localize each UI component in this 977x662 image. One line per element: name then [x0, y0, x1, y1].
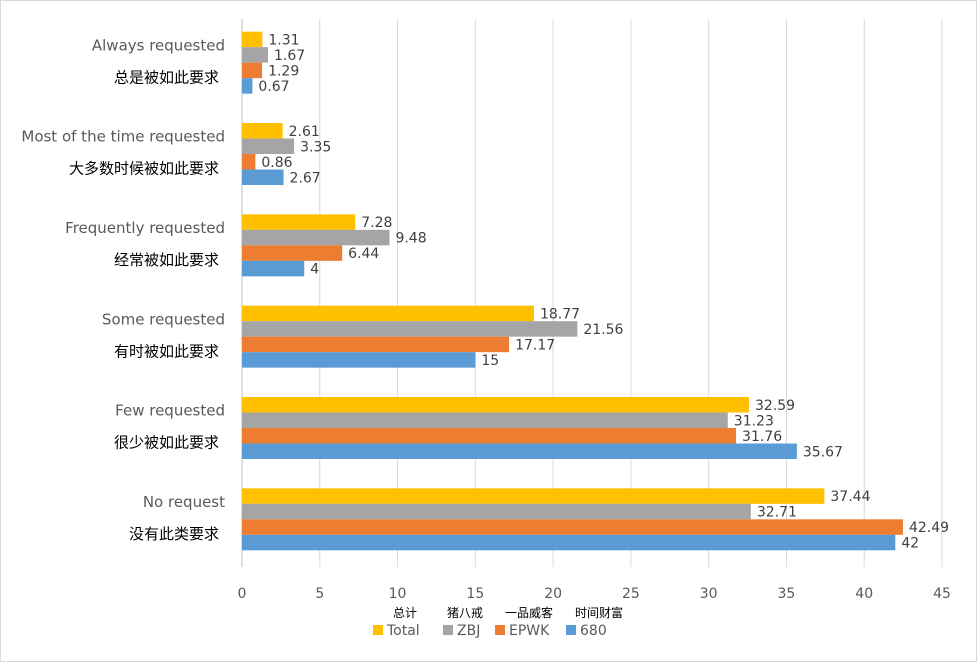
category-label-zh: 大多数时候被如此要求 [69, 160, 219, 178]
data-label: 3.35 [300, 139, 331, 155]
data-label: 31.23 [734, 413, 774, 429]
category-label-en: Most of the time requested [21, 128, 225, 146]
bar-680-4 [242, 169, 284, 185]
legend-swatch-total [373, 625, 383, 635]
bar-680-3 [242, 260, 305, 277]
legend-label-zh: 猪八戒 [447, 606, 483, 620]
bar-zbj-3 [242, 229, 390, 246]
legend-label-en: EPWK [509, 623, 550, 639]
bar-total-1 [242, 397, 749, 413]
category-label-en: No request [143, 493, 225, 511]
data-label: 32.71 [757, 505, 797, 521]
category-label-en: Always requested [92, 36, 225, 54]
x-tick-label: 40 [855, 586, 873, 602]
data-label: 0.67 [258, 79, 289, 95]
category-label-zh: 有时被如此要求 [114, 342, 219, 360]
bar-zbj-2 [242, 321, 578, 337]
category-label-zh: 经常被如此要求 [114, 251, 219, 269]
data-label: 42.49 [909, 520, 949, 536]
data-label: 6.44 [348, 246, 379, 262]
bar-zbj-0 [242, 503, 751, 520]
category-label-zh: 没有此类要求 [129, 525, 219, 543]
data-label: 2.67 [290, 170, 321, 186]
bar-total-2 [242, 305, 534, 322]
data-label: 1.31 [268, 32, 299, 48]
data-label: 35.67 [803, 444, 843, 460]
data-label: 4 [310, 262, 319, 278]
legend-label-zh: 一品威客 [505, 605, 553, 620]
bar-zbj-1 [242, 412, 728, 428]
legend-label-en: ZBJ [457, 623, 480, 639]
legend-swatch-680 [566, 625, 576, 635]
legend-label-zh: 时间财富 [575, 605, 623, 620]
data-label: 21.56 [583, 322, 623, 338]
bar-zbj-4 [242, 138, 295, 154]
category-label-en: Few requested [115, 402, 225, 420]
x-tick-label: 25 [622, 586, 640, 602]
bar-epwk-1 [242, 428, 737, 444]
bar-680-0 [242, 534, 896, 551]
bar-total-0 [242, 488, 825, 504]
bar-total-3 [242, 214, 356, 230]
bar-total-4 [242, 123, 283, 139]
x-tick-label: 10 [389, 586, 407, 602]
x-tick-label: 5 [315, 586, 324, 602]
x-tick-label: 45 [933, 586, 951, 602]
x-tick-label: 15 [466, 586, 484, 602]
x-tick-label: 30 [700, 586, 718, 602]
legend-swatch-zbj [443, 625, 453, 635]
category-label-en: Some requested [102, 310, 225, 328]
bar-680-1 [242, 443, 797, 459]
bar-epwk-2 [242, 336, 510, 353]
data-label: 17.17 [515, 337, 555, 353]
data-label: 1.29 [268, 63, 299, 79]
bar-680-5 [242, 78, 253, 94]
bar-zbj-5 [242, 47, 268, 63]
x-tick-label: 35 [778, 586, 796, 602]
data-label: 0.86 [261, 155, 292, 171]
data-label: 32.59 [755, 398, 795, 414]
bar-680-2 [242, 352, 476, 368]
category-label-en: Frequently requested [65, 219, 225, 237]
legend-label-zh: 总计 [393, 606, 417, 620]
data-label: 2.61 [289, 124, 320, 140]
data-label: 37.44 [830, 489, 870, 505]
legend-swatch-epwk [495, 625, 505, 635]
bar-epwk-3 [242, 245, 343, 261]
data-label: 31.76 [742, 429, 782, 445]
x-tick-label: 0 [238, 586, 247, 602]
data-label: 15 [481, 353, 499, 369]
data-label: 42 [901, 536, 919, 552]
data-label: 9.48 [395, 231, 426, 247]
data-label: 18.77 [540, 306, 580, 322]
bar-epwk-5 [242, 62, 263, 79]
x-tick-label: 20 [544, 586, 562, 602]
category-label-zh: 总是被如此要求 [114, 68, 219, 86]
data-label: 7.28 [361, 215, 392, 231]
bar-total-5 [242, 31, 263, 48]
bar-epwk-0 [242, 519, 903, 535]
legend-label-en: Total [386, 623, 420, 639]
bar-epwk-4 [242, 154, 256, 170]
data-label: 1.67 [274, 48, 305, 64]
legend-label-en: 680 [580, 623, 607, 639]
category-label-zh: 很少被如此要求 [114, 434, 219, 452]
